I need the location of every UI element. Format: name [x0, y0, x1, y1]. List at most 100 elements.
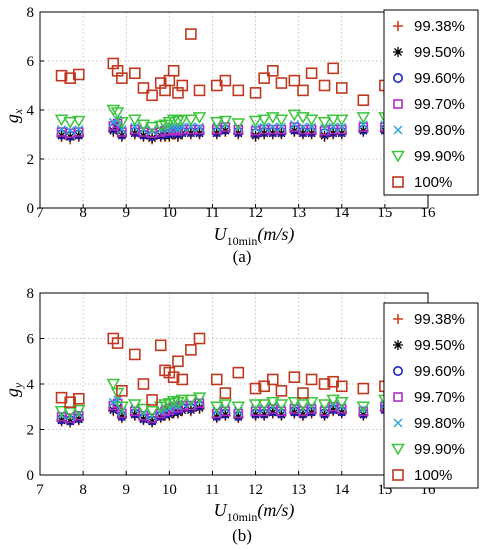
data-point [193, 332, 206, 345]
data-point [111, 337, 124, 349]
x-axis-label-unit: (m/s) [257, 500, 294, 521]
legend-marker [393, 21, 403, 31]
data-point [166, 114, 181, 127]
data-point [306, 404, 317, 414]
x-axis-label: U10min(m/s) [214, 224, 295, 248]
x-tick-label: 14 [334, 482, 350, 498]
data-point [115, 117, 129, 129]
legend-marker [391, 150, 405, 163]
chart-panel-a: 7 8 9 10 11 12 13 14 15 16 0 2 4 6 8 99.38% 99.50% 99.60%… [2, 5, 479, 266]
legend-label: 99.80% [414, 415, 465, 432]
data-point [288, 371, 301, 383]
series-6 [55, 28, 396, 106]
y-tick-label: 8 [27, 5, 35, 21]
legend-label: 99.70% [414, 96, 465, 113]
data-point [130, 122, 140, 132]
legend: 99.38% 99.50% 99.60% 99.70% 99.80% 99.90% 100% [383, 9, 479, 196]
y-axis-label: gx [2, 108, 25, 123]
data-point [250, 130, 261, 141]
data-point [167, 371, 180, 383]
x-axis-label-sub: 10min [227, 510, 258, 524]
x-tick-label: 9 [122, 205, 130, 221]
data-point [71, 115, 86, 128]
legend-marker [393, 125, 403, 135]
series-5 [54, 378, 397, 419]
data-point [297, 387, 309, 399]
data-point [258, 72, 270, 84]
y-axis-label-sub: y [11, 382, 25, 389]
data-point [185, 28, 197, 40]
data-point [357, 382, 370, 395]
data-point [167, 65, 180, 77]
data-point [192, 112, 207, 124]
data-point [358, 120, 368, 130]
data-point [334, 396, 349, 409]
data-point [115, 401, 129, 414]
data-point [275, 77, 288, 89]
x-tick-label: 9 [122, 482, 130, 498]
y-tick-label: 2 [27, 423, 35, 439]
data-point [232, 84, 245, 97]
x-tick-label: 13 [291, 205, 306, 221]
data-point [287, 396, 302, 409]
legend-label: 99.50% [414, 44, 465, 61]
data-point [357, 94, 370, 106]
data-point [258, 380, 270, 393]
data-point [195, 122, 205, 132]
legend-label: 99.60% [414, 70, 465, 87]
data-point [147, 133, 158, 144]
y-axis-label-main: g [2, 114, 22, 123]
legend-box [383, 9, 479, 196]
data-point [274, 399, 289, 411]
data-point [305, 67, 318, 80]
legend-label: 99.60% [414, 363, 465, 380]
panel-label: (b) [232, 526, 252, 545]
data-point [307, 122, 317, 132]
x-tick-label: 11 [205, 482, 219, 498]
data-point [63, 117, 77, 129]
data-point [108, 397, 118, 407]
data-point [129, 67, 141, 80]
data-point [194, 124, 205, 135]
data-point [209, 117, 224, 129]
data-point [218, 115, 233, 128]
data-point [317, 399, 332, 411]
data-point [319, 130, 330, 141]
data-point [233, 408, 244, 419]
data-point [145, 121, 159, 134]
x-tick-label: 13 [291, 482, 306, 498]
data-point [257, 399, 271, 411]
data-point [275, 385, 288, 397]
data-point [266, 65, 279, 77]
data-point [220, 122, 231, 132]
x-tick-label: 11 [205, 205, 219, 221]
data-point [326, 394, 340, 407]
x-axis-label-main: U [214, 224, 228, 244]
data-point [251, 123, 261, 133]
data-point [219, 387, 232, 399]
data-point [117, 125, 127, 135]
data-point [54, 114, 69, 127]
data-point [186, 122, 196, 132]
legend-marker [393, 99, 403, 109]
data-point [265, 396, 280, 409]
data-point [137, 378, 150, 390]
data-point [146, 394, 158, 406]
data-point [318, 378, 331, 390]
legend-label: 99.90% [414, 441, 465, 458]
y-tick-label: 6 [27, 332, 35, 348]
data-point [276, 406, 287, 417]
y-tick-label: 8 [27, 286, 35, 302]
data-point [232, 366, 245, 379]
data-point [57, 125, 67, 135]
data-point [193, 84, 206, 97]
data-point [289, 120, 299, 130]
legend-label: 99.38% [414, 18, 465, 35]
y-tick-label: 2 [27, 152, 35, 168]
data-point [231, 118, 246, 130]
legend-marker [392, 365, 403, 376]
data-points [54, 28, 397, 145]
data-point [249, 87, 262, 99]
x-tick-label: 12 [248, 205, 263, 221]
